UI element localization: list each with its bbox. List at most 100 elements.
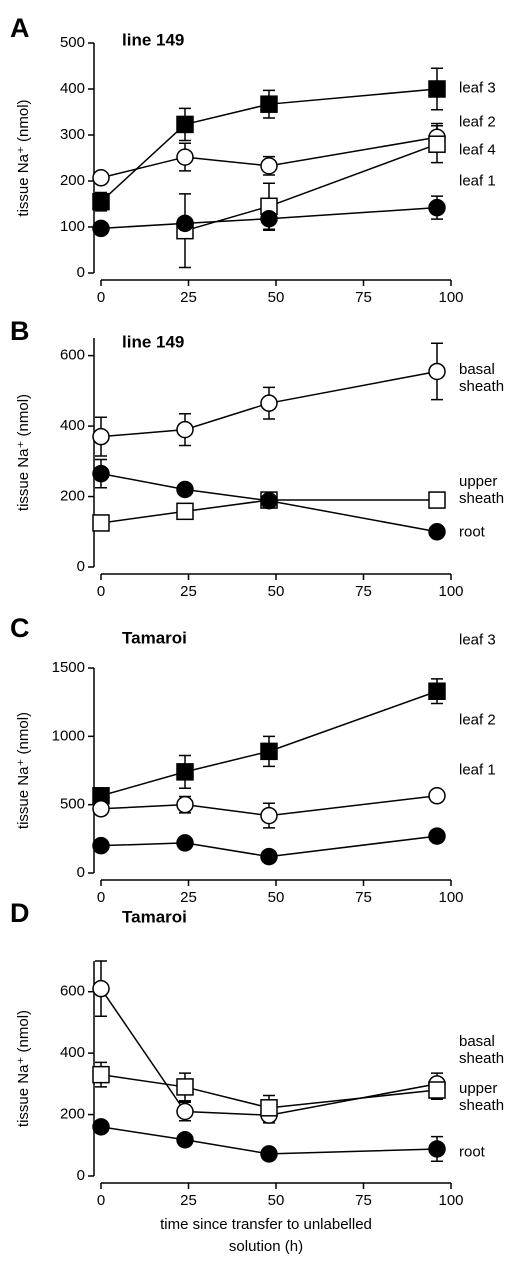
y-tick-label: 0	[77, 1167, 85, 1184]
marker-circle	[92, 836, 110, 855]
x-tick-label: 25	[180, 1192, 197, 1209]
series-line	[100, 835, 438, 858]
x-axis-label: solution (h)	[229, 1238, 303, 1255]
series-line	[100, 370, 438, 438]
series-line	[100, 795, 438, 817]
marker-square	[92, 1065, 110, 1084]
marker-square	[428, 682, 446, 700]
marker-square	[176, 763, 194, 781]
y-axis-label: tissue Na⁺ (nmol)	[15, 394, 32, 511]
series-label: root	[459, 523, 485, 541]
marker-circle	[92, 464, 110, 483]
series-label: basal sheath	[459, 361, 505, 395]
series-line	[184, 143, 438, 232]
x-tick-label: 0	[97, 583, 105, 600]
x-tick-label: 0	[97, 889, 105, 906]
series-label: upper sheath	[459, 1080, 505, 1114]
y-tick-label: 1500	[52, 659, 85, 676]
y-tick-label: 0	[77, 264, 85, 281]
x-tick-label: 75	[355, 583, 372, 600]
marker-circle	[176, 480, 194, 499]
series-line	[100, 472, 438, 533]
panel-label: A	[10, 13, 30, 43]
series-label: leaf 2	[459, 113, 496, 131]
y-tick-label: 400	[60, 1044, 85, 1061]
series-label: leaf 1	[459, 172, 496, 190]
panel-label: D	[10, 898, 30, 928]
y-tick-label: 400	[60, 80, 85, 97]
y-tick-label: 0	[77, 558, 85, 575]
x-axis-label: time since transfer to unlabelled	[160, 1216, 372, 1233]
marker-circle	[176, 214, 194, 233]
series-line	[100, 690, 438, 797]
marker-circle	[260, 1145, 278, 1163]
y-tick-label: 100	[60, 218, 85, 235]
marker-square	[428, 80, 446, 98]
marker-circle	[428, 827, 446, 845]
y-tick-label: 0	[77, 864, 85, 881]
y-tick-label: 600	[60, 347, 85, 364]
marker-circle	[260, 806, 278, 825]
marker-circle	[260, 157, 278, 175]
series-label: root	[459, 1143, 485, 1161]
marker-circle	[92, 427, 110, 446]
marker-circle	[260, 394, 278, 412]
marker-circle	[92, 1118, 110, 1136]
x-tick-label: 100	[438, 289, 463, 306]
series-label: leaf 2	[459, 711, 496, 729]
marker-circle	[428, 523, 446, 541]
panel-label: B	[10, 316, 30, 346]
series-label: leaf 3	[459, 79, 496, 97]
x-tick-label: 25	[180, 889, 197, 906]
series-label: leaf 1	[459, 761, 496, 779]
y-axis-label: tissue Na⁺ (nmol)	[15, 99, 32, 216]
panel-label: C	[10, 613, 30, 643]
y-tick-label: 500	[60, 796, 85, 813]
y-axis-label: tissue Na⁺ (nmol)	[15, 1010, 32, 1127]
series-label: upper sheath	[459, 473, 505, 507]
marker-circle	[92, 979, 110, 998]
x-tick-label: 0	[97, 1192, 105, 1209]
y-tick-label: 600	[60, 983, 85, 1000]
marker-circle	[428, 1140, 446, 1158]
x-tick-label: 75	[355, 1192, 372, 1209]
x-tick-label: 100	[438, 583, 463, 600]
series-line	[100, 136, 438, 179]
series-line	[100, 1073, 438, 1109]
x-tick-label: 50	[268, 289, 285, 306]
series-line	[100, 499, 437, 524]
x-tick-label: 50	[268, 1192, 285, 1209]
y-tick-label: 200	[60, 488, 85, 505]
y-tick-label: 200	[60, 1106, 85, 1123]
marker-square	[428, 491, 446, 509]
y-tick-label: 300	[60, 126, 85, 143]
series-label: leaf 3	[459, 631, 496, 649]
series-line	[100, 1126, 438, 1155]
marker-circle	[428, 787, 446, 805]
y-tick-label: 400	[60, 417, 85, 434]
y-tick-label: 500	[60, 34, 85, 51]
panel-title: Tamaroi	[122, 907, 187, 926]
series-line	[100, 206, 438, 230]
marker-circle	[176, 1131, 194, 1149]
marker-circle	[92, 219, 110, 238]
marker-square	[92, 514, 110, 532]
marker-square	[260, 95, 278, 113]
y-tick-label: 200	[60, 172, 85, 189]
x-tick-label: 75	[355, 289, 372, 306]
series-label: leaf 4	[459, 141, 496, 159]
marker-square	[176, 1078, 194, 1096]
x-tick-label: 100	[438, 889, 463, 906]
marker-circle	[176, 1102, 194, 1121]
series-label: basal sheath	[459, 1033, 505, 1067]
panel-title: Tamaroi	[122, 628, 187, 647]
x-tick-label: 0	[97, 289, 105, 306]
marker-circle	[260, 209, 278, 228]
marker-square	[92, 192, 110, 211]
marker-square	[176, 502, 194, 521]
marker-square	[176, 115, 194, 134]
x-tick-label: 50	[268, 889, 285, 906]
marker-circle	[260, 847, 278, 866]
